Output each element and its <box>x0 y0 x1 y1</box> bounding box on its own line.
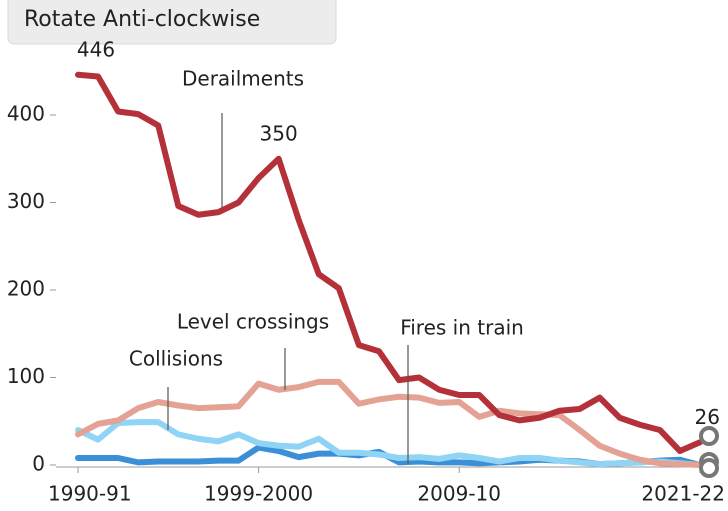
x-tick-label: 1999-2000 <box>204 482 313 506</box>
series-label: Level crossings <box>177 310 329 334</box>
button-background[interactable] <box>7 0 337 45</box>
y-tick-label: 100 <box>7 364 45 388</box>
y-tick-label: 0 <box>32 452 45 476</box>
series-label: Collisions <box>129 347 223 371</box>
value-label: 446 <box>77 37 115 61</box>
end-handle <box>699 458 719 478</box>
series-label: Fires in train <box>400 316 524 340</box>
rotate-button[interactable]: Rotate Anti-clockwise <box>7 0 337 45</box>
y-tick-label: 300 <box>7 189 45 213</box>
x-tick-label: 2009-10 <box>417 482 501 506</box>
series-line <box>75 378 703 468</box>
x-tick-label: 1990-91 <box>48 482 132 506</box>
value-label: 350 <box>260 121 298 145</box>
button-label[interactable]: Rotate Anti-clockwise <box>24 7 260 32</box>
y-tick-label: 400 <box>7 102 45 126</box>
series-label: Derailments <box>182 67 304 91</box>
series-line <box>75 419 703 468</box>
y-tick-label: 200 <box>7 277 45 301</box>
value-label: 26 <box>695 405 720 429</box>
end-handle <box>699 426 719 446</box>
x-tick-label: 2021-22 <box>641 482 725 506</box>
series-line <box>75 71 703 454</box>
